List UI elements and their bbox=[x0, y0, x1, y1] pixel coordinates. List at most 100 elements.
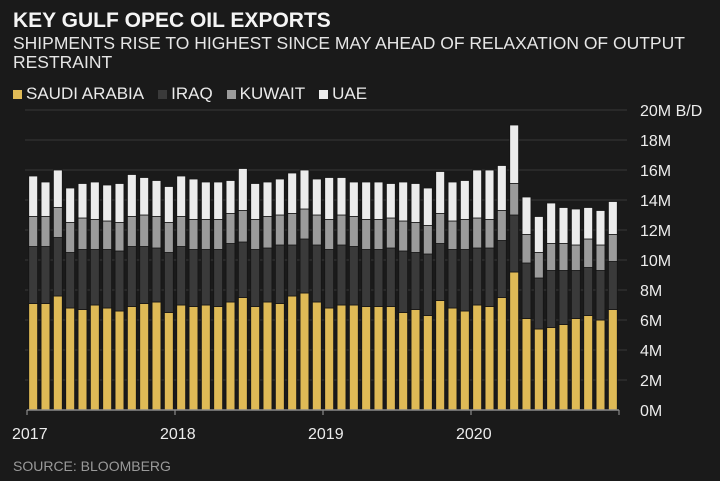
iraq-segment bbox=[225, 243, 236, 303]
uae-segment bbox=[102, 184, 113, 222]
iraq-segment bbox=[459, 249, 470, 312]
kuwait-segment bbox=[311, 214, 322, 246]
uae-segment bbox=[65, 187, 76, 223]
iraq-segment bbox=[496, 240, 507, 298]
kuwait-segment bbox=[336, 214, 347, 246]
kuwait-segment bbox=[262, 216, 273, 249]
uae-segment bbox=[472, 169, 483, 219]
legend: SAUDI ARABIA IRAQ KUWAIT UAE bbox=[13, 84, 367, 104]
uae-segment bbox=[250, 183, 261, 220]
y-tick-label: 8M bbox=[640, 283, 662, 300]
iraq-segment bbox=[287, 244, 298, 297]
iraq-segment bbox=[422, 253, 433, 316]
iraq-segment bbox=[509, 214, 520, 273]
saudi-segment bbox=[324, 307, 335, 411]
saudi-segment bbox=[447, 307, 458, 411]
uae-segment bbox=[89, 181, 100, 220]
iraq-segment bbox=[114, 250, 125, 312]
saudi-segment bbox=[262, 301, 273, 411]
uae-segment bbox=[114, 183, 125, 223]
y-tick-label: 18M bbox=[640, 133, 671, 150]
uae-segment bbox=[225, 180, 236, 214]
kuwait-segment bbox=[509, 183, 520, 216]
kuwait-segment bbox=[299, 208, 310, 240]
kuwait-segment bbox=[114, 222, 125, 252]
uae-segment bbox=[398, 181, 409, 222]
saudi-segment bbox=[558, 324, 569, 411]
uae-segment bbox=[299, 169, 310, 210]
uae-segment bbox=[188, 178, 199, 220]
iraq-segment bbox=[447, 249, 458, 309]
uae-segment bbox=[348, 181, 359, 217]
iraq-segment bbox=[28, 246, 39, 304]
saudi-segment bbox=[200, 304, 211, 411]
legend-swatch-kuwait bbox=[226, 89, 236, 99]
legend-label: IRAQ bbox=[171, 84, 213, 103]
uae-segment bbox=[521, 196, 532, 235]
saudi-segment bbox=[410, 309, 421, 411]
saudi-segment bbox=[139, 303, 150, 411]
kuwait-segment bbox=[151, 216, 162, 249]
kuwait-segment bbox=[77, 217, 88, 250]
iraq-segment bbox=[176, 246, 187, 306]
chart-subtitle: SHIPMENTS RISE TO HIGHEST SINCE MAY AHEA… bbox=[13, 33, 685, 72]
saudi-segment bbox=[385, 306, 396, 411]
uae-segment bbox=[176, 175, 187, 217]
iraq-segment bbox=[361, 249, 372, 307]
uae-segment bbox=[237, 168, 248, 211]
kuwait-segment bbox=[410, 222, 421, 253]
iraq-segment bbox=[52, 237, 63, 297]
uae-segment bbox=[422, 187, 433, 226]
uae-segment bbox=[163, 186, 174, 223]
iraq-segment bbox=[336, 244, 347, 306]
kuwait-segment bbox=[237, 210, 248, 243]
kuwait-segment bbox=[188, 219, 199, 250]
saudi-segment bbox=[274, 303, 285, 411]
iraq-segment bbox=[521, 262, 532, 319]
saudi-segment bbox=[151, 301, 162, 411]
y-tick-label: 6M bbox=[640, 313, 662, 330]
kuwait-segment bbox=[126, 216, 137, 247]
uae-segment bbox=[447, 181, 458, 222]
kuwait-segment bbox=[435, 213, 446, 244]
saudi-segment bbox=[65, 307, 76, 411]
y-tick-label: 0M bbox=[640, 403, 662, 420]
chart-title: KEY GULF OPEC OIL EXPORTS bbox=[13, 9, 331, 32]
kuwait-segment bbox=[472, 217, 483, 249]
legend-item-uae: UAE bbox=[319, 84, 367, 104]
uae-segment bbox=[546, 202, 557, 244]
iraq-segment bbox=[435, 243, 446, 301]
kuwait-segment bbox=[533, 252, 544, 279]
kuwait-segment bbox=[348, 216, 359, 247]
iraq-segment bbox=[385, 247, 396, 307]
kuwait-segment bbox=[28, 216, 39, 247]
saudi-segment bbox=[472, 304, 483, 411]
uae-segment bbox=[287, 172, 298, 214]
y-tick-label: 4M bbox=[640, 343, 662, 360]
kuwait-segment bbox=[89, 219, 100, 250]
y-tick-label: 20M B/D bbox=[640, 103, 702, 120]
uae-segment bbox=[274, 178, 285, 216]
uae-segment bbox=[410, 183, 421, 223]
iraq-segment bbox=[299, 238, 310, 294]
saudi-segment bbox=[361, 306, 372, 411]
iraq-segment bbox=[151, 247, 162, 303]
iraq-segment bbox=[237, 241, 248, 298]
iraq-segment bbox=[250, 249, 261, 307]
iraq-segment bbox=[348, 246, 359, 306]
uae-segment bbox=[595, 210, 606, 246]
saudi-segment bbox=[52, 295, 63, 411]
x-axis: 2017 2018 2019 2020 bbox=[12, 409, 620, 443]
uae-segment bbox=[262, 181, 273, 217]
saudi-segment bbox=[484, 306, 495, 411]
y-tick-label: 10M bbox=[640, 253, 671, 270]
kuwait-segment bbox=[274, 214, 285, 246]
uae-segment bbox=[361, 181, 372, 220]
uae-segment bbox=[28, 175, 39, 217]
uae-segment bbox=[484, 169, 495, 220]
iraq-segment bbox=[163, 252, 174, 313]
uae-segment bbox=[151, 180, 162, 217]
saudi-segment bbox=[398, 312, 409, 411]
kuwait-segment bbox=[52, 207, 63, 238]
saudi-segment bbox=[533, 328, 544, 411]
